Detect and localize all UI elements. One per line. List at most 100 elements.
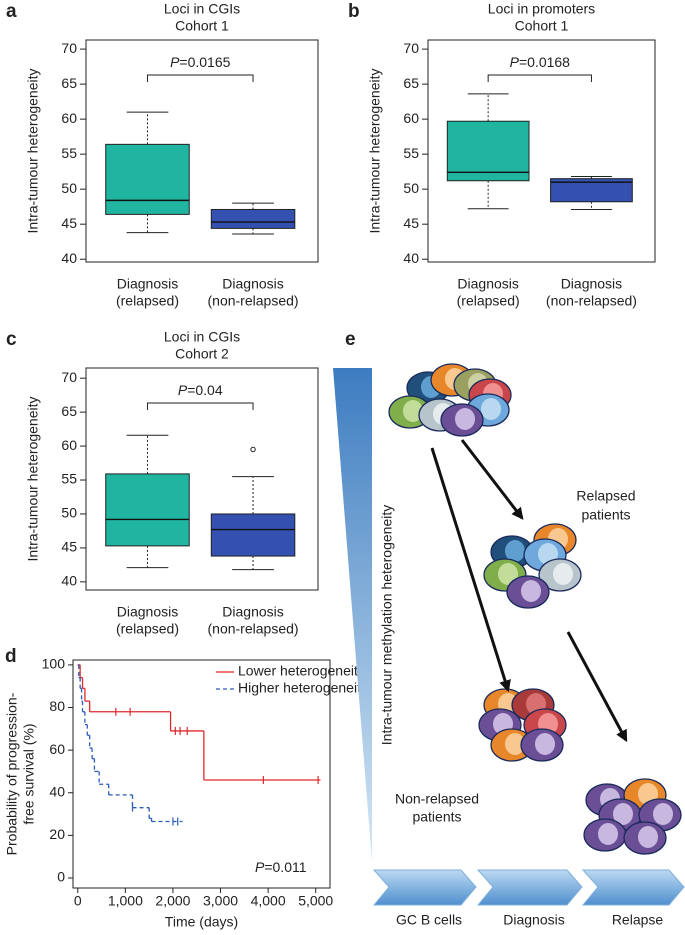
axis-label: Intra-tumour methylation heterogeneity xyxy=(379,505,395,745)
box xyxy=(105,143,190,215)
stage-label: Diagnosis xyxy=(503,912,564,928)
y-tick-label: 60 xyxy=(61,437,77,453)
arrow xyxy=(430,447,511,693)
y-tick-label: 40 xyxy=(61,250,77,266)
legend-label: Lower heterogeneity xyxy=(238,663,365,679)
x-tick-label: Diagnosis xyxy=(222,604,283,620)
y-tick-label: 70 xyxy=(61,369,77,385)
legend-label: Higher heterogeneity xyxy=(238,680,368,696)
p-number: =0.0165 xyxy=(179,54,230,70)
y-tick-label: 45 xyxy=(61,539,77,555)
x-tick-label: 4,000 xyxy=(251,893,286,909)
stage-chevron xyxy=(476,869,583,906)
nucleus xyxy=(553,563,573,585)
y-tick-label: 70 xyxy=(61,40,77,56)
p-italic: P xyxy=(178,382,188,398)
stage-chevron xyxy=(372,869,477,906)
x-tick-label: Diagnosis xyxy=(457,276,518,292)
plot-frame xyxy=(427,39,656,263)
arrow xyxy=(566,631,628,743)
nucleus xyxy=(403,400,423,422)
y-tick-label: 40 xyxy=(403,250,419,266)
nucleus xyxy=(535,733,555,755)
stage-label: GC B cells xyxy=(396,912,462,928)
p-number: =0.0168 xyxy=(519,54,570,70)
x-tick-label: 2,000 xyxy=(155,893,190,909)
nucleus xyxy=(638,826,658,848)
group-label: patients xyxy=(412,809,461,825)
bracket xyxy=(146,74,254,82)
p-value: P=0.0168 xyxy=(510,54,571,70)
y-axis-label: Intra-tumour heterogeneity xyxy=(367,69,383,234)
p-value: P=0.0165 xyxy=(170,54,231,70)
p-italic: P xyxy=(255,859,265,875)
y-axis-label: free survival (%) xyxy=(21,723,37,824)
plot-frame xyxy=(85,367,319,591)
p-italic: P xyxy=(170,54,180,70)
group-label: Relapsed xyxy=(576,488,635,504)
chart-title: Loci in CGIs xyxy=(164,1,240,17)
panel-label: b xyxy=(348,1,360,22)
panel-label: c xyxy=(6,329,17,350)
box xyxy=(446,120,530,182)
y-tick-label: 100 xyxy=(42,656,66,672)
group-label: patients xyxy=(581,507,630,523)
y-tick-label: 60 xyxy=(61,110,77,126)
plot-frame xyxy=(72,659,331,889)
p-value: P=0.011 xyxy=(255,859,307,875)
stage-chevron xyxy=(581,869,685,906)
x-tick-label: Diagnosis xyxy=(561,276,622,292)
box xyxy=(105,473,190,547)
nucleus xyxy=(505,540,525,562)
box xyxy=(550,178,633,203)
y-tick-label: 65 xyxy=(61,75,77,91)
y-tick-label: 65 xyxy=(61,403,77,419)
panel-label: d xyxy=(5,646,17,667)
arrow xyxy=(460,439,524,520)
panel-label: a xyxy=(6,1,17,22)
panel-label: e xyxy=(345,329,356,350)
nucleus xyxy=(481,398,501,420)
y-tick-label: 65 xyxy=(403,75,419,91)
nucleus xyxy=(498,563,518,585)
y-axis-label: Probability of progression- xyxy=(4,692,20,855)
x-tick-label: (non-relapsed) xyxy=(208,293,299,309)
nucleus xyxy=(653,803,673,825)
y-tick-label: 55 xyxy=(403,145,419,161)
p-number: =0.011 xyxy=(264,859,306,875)
chart-subtitle: Cohort 2 xyxy=(175,346,229,362)
stage-label: Relapse xyxy=(612,912,664,928)
x-tick-label: Diagnosis xyxy=(117,604,178,620)
nucleus xyxy=(505,733,525,755)
x-axis-label: Time (days) xyxy=(165,914,238,930)
y-tick-label: 55 xyxy=(61,145,77,161)
y-axis-label: Intra-tumour heterogeneity xyxy=(25,69,41,234)
y-tick-label: 60 xyxy=(403,110,419,126)
y-tick-label: 50 xyxy=(61,180,77,196)
x-tick-label: 5,000 xyxy=(298,893,333,909)
p-italic: P xyxy=(510,54,520,70)
x-tick-label: (relapsed) xyxy=(116,621,179,637)
y-tick-label: 40 xyxy=(61,573,77,589)
chart-title: Loci in CGIs xyxy=(164,329,240,345)
chart-subtitle: Cohort 1 xyxy=(175,18,229,34)
x-tick-label: (non-relapsed) xyxy=(208,621,299,637)
heterogeneity-wedge xyxy=(333,368,372,862)
y-tick-label: 0 xyxy=(57,869,65,885)
y-tick-label: 55 xyxy=(61,471,77,487)
y-tick-label: 40 xyxy=(49,783,65,799)
y-tick-label: 60 xyxy=(49,741,65,757)
chart-subtitle: Cohort 1 xyxy=(515,18,569,34)
x-tick-label: (relapsed) xyxy=(116,293,179,309)
x-tick-label: 0 xyxy=(74,893,82,909)
x-tick-label: 3,000 xyxy=(203,893,238,909)
bracket xyxy=(487,74,592,82)
chart-title: Loci in promoters xyxy=(488,1,595,17)
y-axis-label: Intra-tumour heterogeneity xyxy=(25,397,41,562)
y-tick-label: 70 xyxy=(403,40,419,56)
box xyxy=(210,513,296,557)
flier xyxy=(250,446,256,453)
x-tick-label: (non-relapsed) xyxy=(546,293,637,309)
nucleus xyxy=(613,803,633,825)
